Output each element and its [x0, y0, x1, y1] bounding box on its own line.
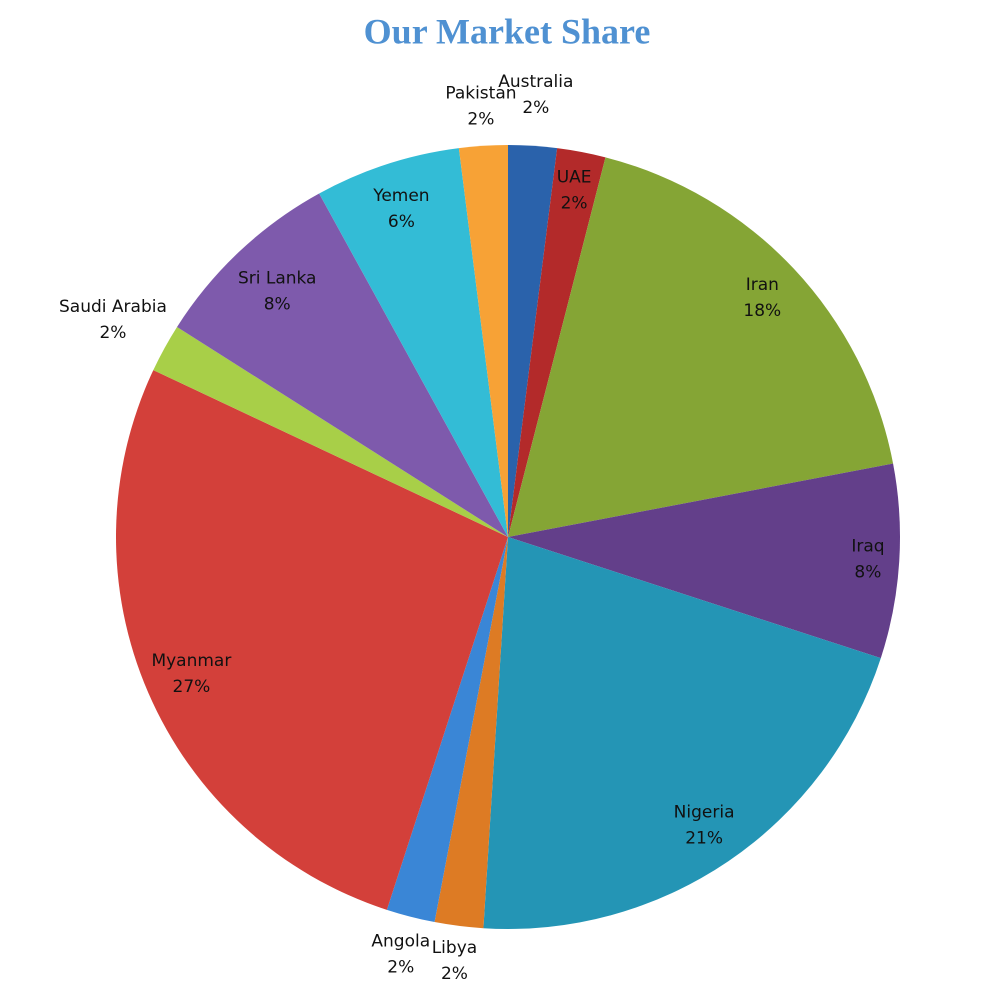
value-label: 2% [561, 193, 588, 213]
value-label: 2% [441, 964, 468, 984]
pie-slice [177, 193, 509, 537]
slice-label: Angola [371, 932, 430, 952]
slice-label: Yemen [372, 186, 429, 206]
slice-label: Libya [432, 938, 477, 958]
value-label: 18% [743, 301, 781, 321]
slice-label: Nigeria [674, 803, 735, 823]
slice-label: Saudi Arabia [59, 297, 167, 317]
pie-slice [508, 145, 558, 537]
pie-slice [483, 537, 881, 929]
pie-slice [153, 326, 508, 537]
value-label: 2% [387, 958, 414, 978]
chart-title: Our Market Share [364, 11, 651, 51]
slice-label: UAE [557, 167, 592, 187]
slice-label: Sri Lanka [238, 268, 317, 288]
slice-label: Pakistan [445, 84, 516, 104]
value-label: 6% [388, 212, 415, 232]
pie-slice [115, 370, 508, 910]
pie-slice [508, 148, 606, 537]
slice-label: Iraq [851, 537, 884, 557]
value-label: 2% [99, 323, 126, 343]
slice-label: Iran [746, 275, 779, 295]
slice-label: Myanmar [151, 651, 231, 671]
slice-label: Australia [498, 72, 573, 92]
value-label: 27% [173, 677, 211, 697]
pie-slice [508, 157, 894, 537]
pie-slice [458, 145, 508, 537]
value-label: 2% [467, 110, 494, 130]
value-label: 8% [264, 294, 291, 314]
pie-slice [434, 537, 508, 929]
value-label: 2% [522, 98, 549, 118]
pie-slice [386, 537, 508, 923]
value-label: 8% [854, 563, 881, 583]
pie-slice [319, 148, 508, 537]
value-label: 21% [685, 829, 723, 849]
pie-slice [508, 463, 900, 659]
